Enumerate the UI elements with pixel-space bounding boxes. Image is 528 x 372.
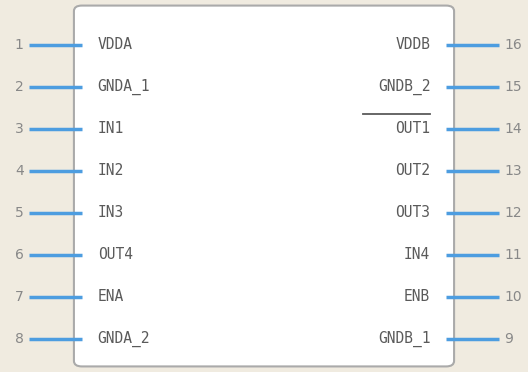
Text: 1: 1: [15, 38, 24, 52]
Text: GNDA_1: GNDA_1: [98, 78, 150, 95]
Text: OUT4: OUT4: [98, 247, 133, 262]
Text: OUT1: OUT1: [395, 121, 430, 136]
Text: 6: 6: [15, 247, 24, 262]
Text: GNDA_2: GNDA_2: [98, 330, 150, 347]
Text: ENA: ENA: [98, 289, 124, 304]
Text: VDDB: VDDB: [395, 37, 430, 52]
Text: OUT3: OUT3: [395, 205, 430, 220]
Text: 8: 8: [15, 331, 24, 346]
Text: 9: 9: [504, 331, 513, 346]
FancyBboxPatch shape: [74, 6, 454, 366]
Text: ENB: ENB: [404, 289, 430, 304]
Text: 2: 2: [15, 80, 24, 94]
Text: 12: 12: [504, 206, 522, 219]
Text: 10: 10: [504, 289, 522, 304]
Text: 7: 7: [15, 289, 24, 304]
Text: VDDA: VDDA: [98, 37, 133, 52]
Text: 13: 13: [504, 164, 522, 177]
Text: IN1: IN1: [98, 121, 124, 136]
Text: GNDB_2: GNDB_2: [378, 78, 430, 95]
Text: 14: 14: [504, 122, 522, 136]
Text: IN2: IN2: [98, 163, 124, 178]
Text: 15: 15: [504, 80, 522, 94]
Text: OUT2: OUT2: [395, 163, 430, 178]
Text: 16: 16: [504, 38, 522, 52]
Text: IN4: IN4: [404, 247, 430, 262]
Text: 11: 11: [504, 247, 522, 262]
Text: 3: 3: [15, 122, 24, 136]
Text: IN3: IN3: [98, 205, 124, 220]
Text: 5: 5: [15, 206, 24, 219]
Text: GNDB_1: GNDB_1: [378, 330, 430, 347]
Text: 4: 4: [15, 164, 24, 177]
